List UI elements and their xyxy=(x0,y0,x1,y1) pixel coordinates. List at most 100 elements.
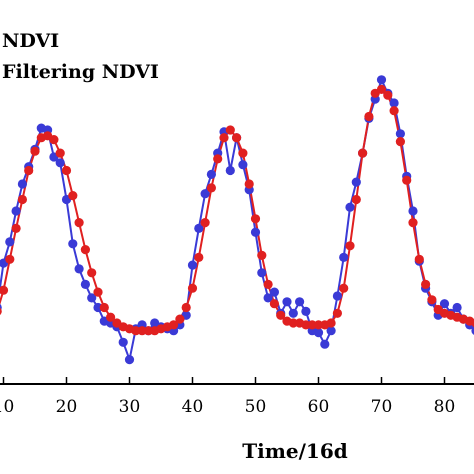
series-0-point xyxy=(74,264,84,274)
series-0-point xyxy=(288,308,298,318)
series-1-point xyxy=(351,194,361,205)
series-line-0 xyxy=(0,77,474,364)
series-1-point xyxy=(269,299,279,309)
series-1-point xyxy=(358,148,368,158)
series-0-point xyxy=(194,223,204,233)
series-1-point xyxy=(383,90,393,100)
series-1-point xyxy=(326,318,336,328)
series-1-point xyxy=(93,287,103,297)
series-0-point xyxy=(200,189,210,199)
series-0-point xyxy=(55,158,65,168)
series-1-point xyxy=(213,154,223,164)
x-axis-label: Time/16d xyxy=(242,439,348,463)
series-0-point xyxy=(124,355,135,365)
series-1-point xyxy=(408,218,418,228)
legend: NDVI Filtering NDVI xyxy=(2,30,159,83)
series-1-point xyxy=(55,148,65,158)
series-1-point xyxy=(219,133,229,143)
series-1-point xyxy=(30,146,40,156)
series-0-point xyxy=(326,326,336,336)
x-tick-label: 80 xyxy=(434,397,456,417)
series-1-point xyxy=(288,318,298,328)
series-1-point xyxy=(232,133,242,143)
series-0-point xyxy=(250,227,261,237)
x-tick-label: 70 xyxy=(371,397,393,417)
series-0-point xyxy=(389,98,399,108)
series-markers xyxy=(0,75,474,365)
series-1-point xyxy=(313,320,324,330)
series-0-point xyxy=(313,328,324,338)
series-0-point xyxy=(351,177,361,187)
series-0-point xyxy=(17,179,27,189)
series-0-point xyxy=(408,206,418,216)
series-1-point xyxy=(131,326,141,336)
series-1-point xyxy=(376,84,387,94)
series-0-point xyxy=(332,291,342,301)
series-1-point xyxy=(402,175,412,185)
series-1-point xyxy=(68,191,78,201)
series-1-point xyxy=(99,302,109,313)
series-1-point xyxy=(257,250,267,260)
series-1-point xyxy=(80,245,90,255)
x-tick-label: 60 xyxy=(308,397,330,417)
series-1-point xyxy=(169,320,179,330)
series-1-point xyxy=(471,318,474,328)
series-0-point xyxy=(269,287,279,297)
series-0-point xyxy=(339,252,349,262)
series-0-point xyxy=(187,260,198,270)
series-1-point xyxy=(200,218,210,228)
series-1-point xyxy=(307,320,317,330)
series-lines xyxy=(0,77,474,364)
series-0-point xyxy=(238,160,248,170)
series-1-point xyxy=(225,125,235,135)
series-1-point xyxy=(0,307,2,316)
series-1-point xyxy=(332,308,342,318)
series-0-point xyxy=(206,169,216,179)
series-0-point xyxy=(295,297,305,307)
series-1-point xyxy=(11,223,21,233)
series-0-point xyxy=(320,339,330,349)
series-0-point xyxy=(452,302,462,313)
series-1-point xyxy=(49,135,59,145)
series-1-point xyxy=(175,314,185,324)
series-1-point xyxy=(61,165,72,176)
x-tick-label: 30 xyxy=(119,397,141,417)
series-1-point xyxy=(364,111,374,122)
series-0-point xyxy=(301,306,311,316)
series-1-point xyxy=(187,283,198,293)
series-0-point xyxy=(11,206,21,216)
series-1-point xyxy=(414,254,424,264)
series-1-point xyxy=(194,252,204,262)
series-0-point xyxy=(439,299,450,309)
x-tick-label: 10 xyxy=(0,397,14,417)
series-1-point xyxy=(17,194,27,205)
series-1-point xyxy=(389,106,399,116)
series-0-point xyxy=(87,293,97,303)
series-0-point xyxy=(118,337,128,347)
x-tick-label: 40 xyxy=(182,397,204,417)
series-1-point xyxy=(421,279,431,289)
series-1-point xyxy=(427,295,437,305)
x-tick-label: 50 xyxy=(245,397,267,417)
legend-entry-0: NDVI xyxy=(2,30,59,52)
series-1-point xyxy=(181,302,191,313)
series-1-point xyxy=(0,285,9,295)
series-1-point xyxy=(250,214,261,224)
series-0-point xyxy=(471,326,474,335)
series-1-point xyxy=(143,326,153,336)
series-1-point xyxy=(345,241,355,251)
x-axis-ticks: 10 20 30 40 50 60 70 80 xyxy=(0,377,455,417)
series-0-point xyxy=(376,75,387,85)
series-0-point xyxy=(395,129,405,139)
series-1-point xyxy=(238,148,248,158)
series-0-point xyxy=(225,165,235,176)
series-1-point xyxy=(339,283,349,293)
series-0-point xyxy=(282,297,292,307)
series-1-point xyxy=(106,312,116,322)
series-0-point xyxy=(5,237,15,247)
series-1-point xyxy=(263,279,273,289)
series-0-point xyxy=(257,268,267,278)
series-1-point xyxy=(137,326,147,336)
series-1-point xyxy=(244,179,254,189)
